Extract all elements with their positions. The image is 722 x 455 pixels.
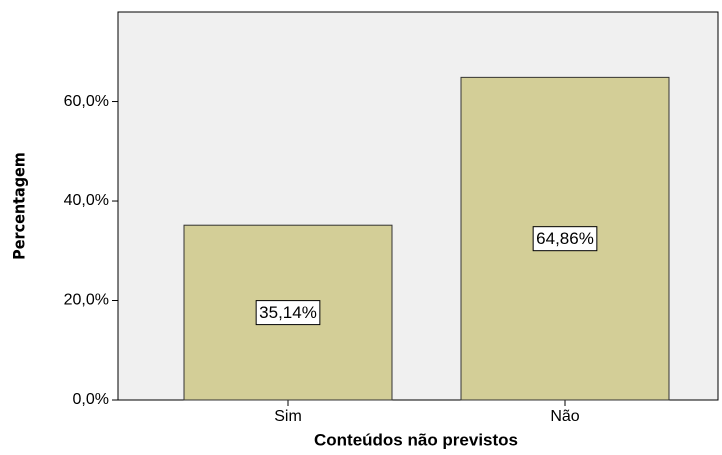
x-tick-label: Sim	[274, 408, 302, 425]
value-label-box	[255, 300, 321, 326]
y-axis-title: Percentagem	[10, 152, 29, 260]
x-tick-label: Não	[550, 408, 579, 425]
x-axis-title: Conteúdos não previstos	[314, 430, 518, 449]
value-label-box	[532, 226, 598, 252]
y-tick-label: 20,0%	[64, 292, 109, 309]
y-tick-label: 60,0%	[64, 93, 109, 110]
value-label: 35,14%	[259, 303, 317, 322]
y-tick-label: 40,0%	[64, 192, 109, 209]
value-label: 64,86%	[536, 229, 594, 248]
y-tick-label: 0,0%	[73, 391, 109, 408]
